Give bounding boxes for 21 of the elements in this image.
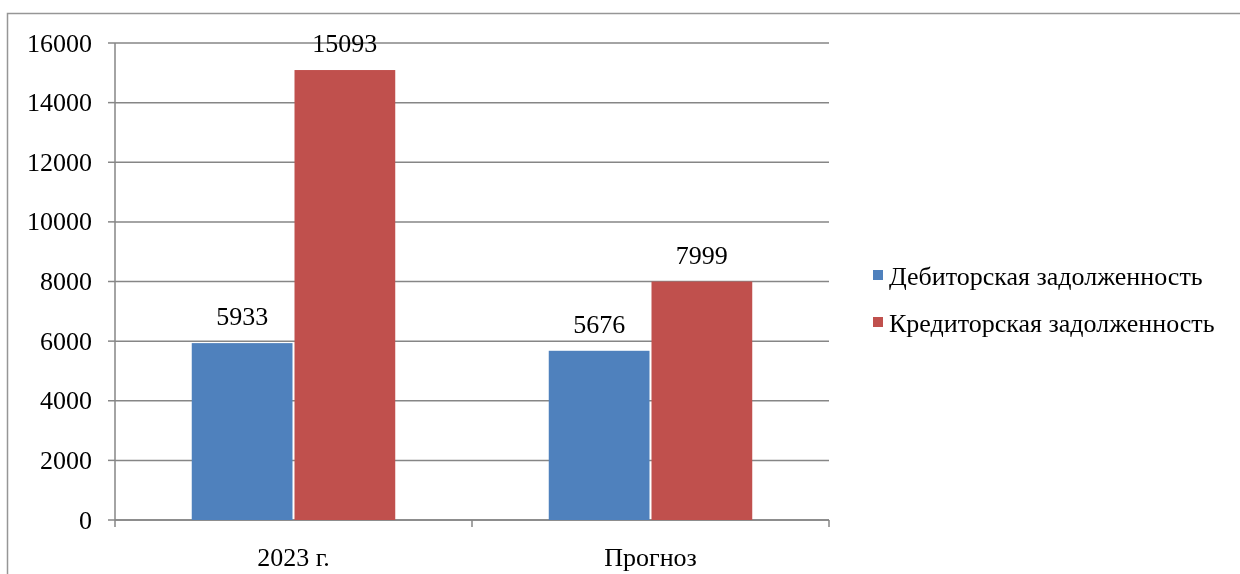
bar bbox=[191, 343, 293, 520]
bar bbox=[294, 70, 396, 520]
legend-label: Кредиторская задолженность bbox=[889, 308, 1215, 338]
x-tick-label: 2023 г. bbox=[257, 542, 330, 572]
y-tick-label: 6000 bbox=[40, 326, 92, 356]
data-label: 7999 bbox=[675, 240, 728, 270]
y-tick-label: 0 bbox=[79, 505, 92, 535]
bar bbox=[548, 350, 650, 520]
y-tick-label: 10000 bbox=[27, 207, 92, 237]
x-tick-label: Прогноз bbox=[604, 542, 697, 572]
y-tick-label: 2000 bbox=[40, 445, 92, 475]
y-tick-label: 8000 bbox=[40, 267, 92, 296]
data-label: 5676 bbox=[573, 309, 626, 339]
y-tick-label: 4000 bbox=[40, 386, 92, 416]
data-label: 5933 bbox=[216, 302, 269, 332]
bar bbox=[651, 281, 753, 520]
y-tick-label: 16000 bbox=[27, 28, 92, 58]
legend-label: Дебиторская задолженность bbox=[889, 261, 1203, 291]
data-label: 15093 bbox=[312, 29, 378, 59]
y-tick-label: 14000 bbox=[27, 88, 92, 118]
y-tick-label: 12000 bbox=[27, 147, 92, 177]
